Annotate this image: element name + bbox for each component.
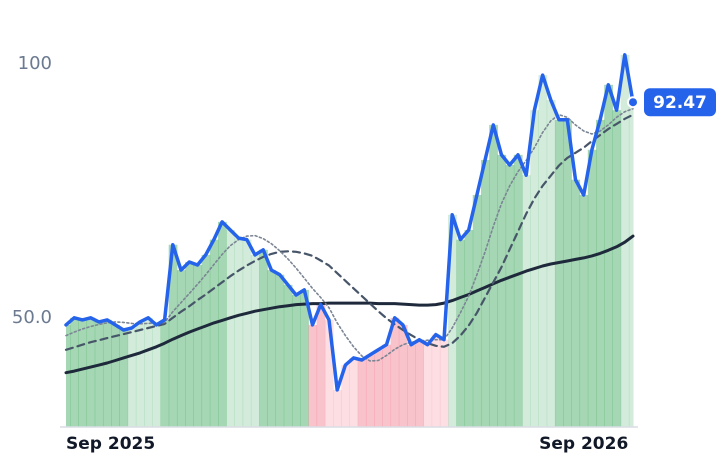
price-column <box>439 339 449 427</box>
price-column <box>94 321 104 427</box>
price-column <box>111 324 120 427</box>
price-column <box>135 321 145 427</box>
price-column <box>513 154 523 428</box>
price-column <box>259 249 268 427</box>
price-column <box>250 254 260 427</box>
price-column <box>176 270 186 427</box>
price-column <box>209 239 219 427</box>
price-column <box>144 317 153 427</box>
price-column <box>538 75 548 428</box>
price-column <box>480 159 490 427</box>
series-line <box>64 113 635 351</box>
price-column <box>66 324 71 427</box>
price-column <box>431 334 441 427</box>
x-tick-label: Sep 2025 <box>66 434 155 454</box>
price-column <box>333 389 342 427</box>
price-column <box>554 119 564 427</box>
price-column <box>185 261 194 427</box>
price-column <box>160 319 170 427</box>
series-line <box>64 53 635 392</box>
price-column <box>398 324 408 427</box>
price-column <box>78 319 88 427</box>
series-line <box>64 234 635 375</box>
price-column <box>201 254 211 427</box>
price-column <box>127 327 137 427</box>
price-column <box>242 239 252 427</box>
y-tick-label: 50.0 <box>12 307 52 328</box>
price-column <box>102 319 112 427</box>
price-column <box>587 149 597 427</box>
x-tick-label: Sep 2026 <box>539 434 628 454</box>
price-column <box>226 230 235 427</box>
price-column <box>357 359 367 427</box>
price-column <box>456 239 466 427</box>
price-column <box>628 102 634 428</box>
price-column <box>522 175 531 427</box>
price-column <box>275 274 285 427</box>
price-column <box>448 214 457 427</box>
price-column <box>415 339 424 427</box>
last-value-label: 92.47 <box>653 93 707 113</box>
price-column <box>382 344 392 427</box>
price-column <box>234 238 244 427</box>
price-column <box>168 244 178 427</box>
last-value-badge <box>644 88 716 117</box>
price-column <box>152 324 161 427</box>
price-column <box>341 365 350 427</box>
price-column <box>86 317 96 427</box>
price-column <box>119 330 129 427</box>
background-layer <box>66 54 634 428</box>
price-column <box>308 324 318 427</box>
price-column <box>390 317 400 427</box>
price-column <box>267 270 277 427</box>
price-column <box>571 179 581 427</box>
price-column <box>505 165 515 427</box>
price-column <box>612 110 622 427</box>
price-column <box>291 294 301 427</box>
price-column <box>300 289 309 427</box>
price-column <box>497 154 507 428</box>
price-column <box>423 344 433 427</box>
price-column <box>604 84 613 428</box>
price-column <box>316 304 326 427</box>
price-column <box>283 284 293 427</box>
price-column <box>407 344 416 427</box>
price-column <box>579 194 589 427</box>
price-column <box>374 349 383 427</box>
last-point <box>627 96 639 109</box>
price-column <box>563 119 572 427</box>
y-tick-label: 100 <box>18 53 52 74</box>
price-column <box>464 230 474 427</box>
price-column <box>489 124 498 427</box>
price-column <box>193 265 203 427</box>
line-layer <box>64 53 635 392</box>
price-column <box>349 357 359 427</box>
price-column <box>365 354 375 427</box>
price-column <box>596 119 605 427</box>
price-column <box>218 221 227 427</box>
price-column <box>324 319 334 427</box>
